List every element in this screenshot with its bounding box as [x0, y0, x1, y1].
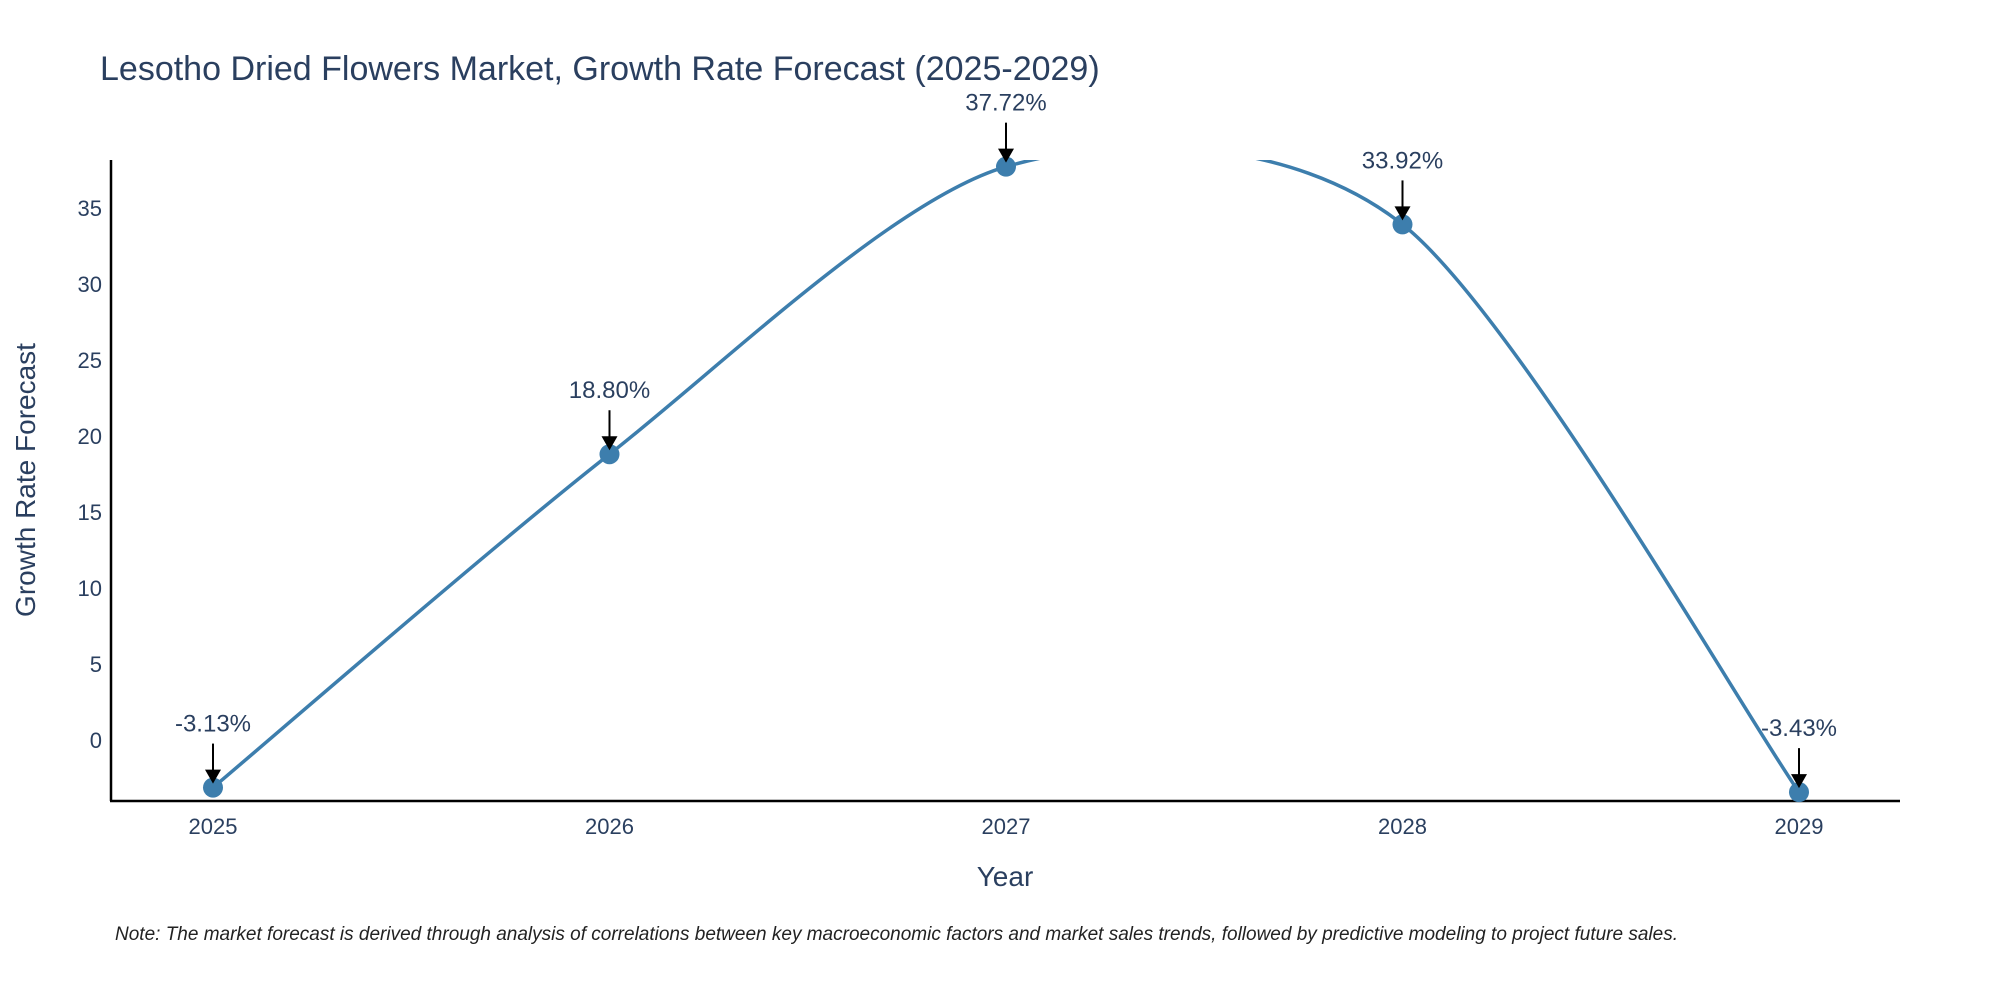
x-axis-title: Year	[977, 861, 1034, 892]
y-tick-label: 5	[90, 652, 102, 677]
annotation-arrow-head	[998, 148, 1014, 163]
annotation-arrow-head	[205, 769, 221, 784]
data-point-2027	[996, 156, 1016, 177]
data-point-2026	[599, 444, 620, 465]
x-tick-label: 2029	[1775, 814, 1824, 839]
x-tick-label: 2025	[189, 814, 238, 839]
y-tick-label: 0	[90, 728, 102, 753]
data-point-2028	[1392, 214, 1413, 235]
y-tick-label: 35	[78, 196, 102, 221]
data-point-2029	[1789, 782, 1809, 803]
y-tick-label: 15	[78, 500, 102, 525]
data-label-2025: -3.13%	[175, 711, 251, 738]
y-tick-label: 30	[78, 272, 102, 297]
y-axis-ticks: 0 5 10 15 20 25 30 35	[78, 196, 102, 753]
y-tick-label: 10	[78, 576, 102, 601]
annotation-arrow-head	[1394, 206, 1411, 221]
x-tick-label: 2026	[585, 814, 634, 839]
annotation-arrow-head	[601, 436, 618, 451]
y-tick-label: 20	[78, 424, 102, 449]
chart-title: Lesotho Dried Flowers Market, Growth Rat…	[100, 50, 1100, 88]
series-line	[211, 160, 1801, 794]
data-label-2027: 37.72%	[965, 90, 1046, 117]
data-label-2029: -3.43%	[1761, 715, 1837, 742]
data-annotations: -3.13% 18.80% 37.72% 33.92% -3.43%	[175, 90, 1837, 789]
data-label-2026: 18.80%	[569, 377, 650, 404]
data-point-2025	[203, 777, 223, 798]
x-axis-ticks: 2025 2026 2027 2028 2029	[189, 814, 1824, 839]
x-tick-label: 2027	[982, 814, 1031, 839]
data-label-2028: 33.92%	[1362, 147, 1443, 174]
footnote: Note: The market forecast is derived thr…	[115, 924, 1678, 945]
data-markers	[203, 156, 1809, 803]
y-tick-label: 25	[78, 348, 102, 373]
annotation-arrow-head	[1791, 774, 1807, 789]
y-axis-title: Growth Rate Forecast	[10, 343, 41, 617]
x-tick-label: 2028	[1378, 814, 1427, 839]
